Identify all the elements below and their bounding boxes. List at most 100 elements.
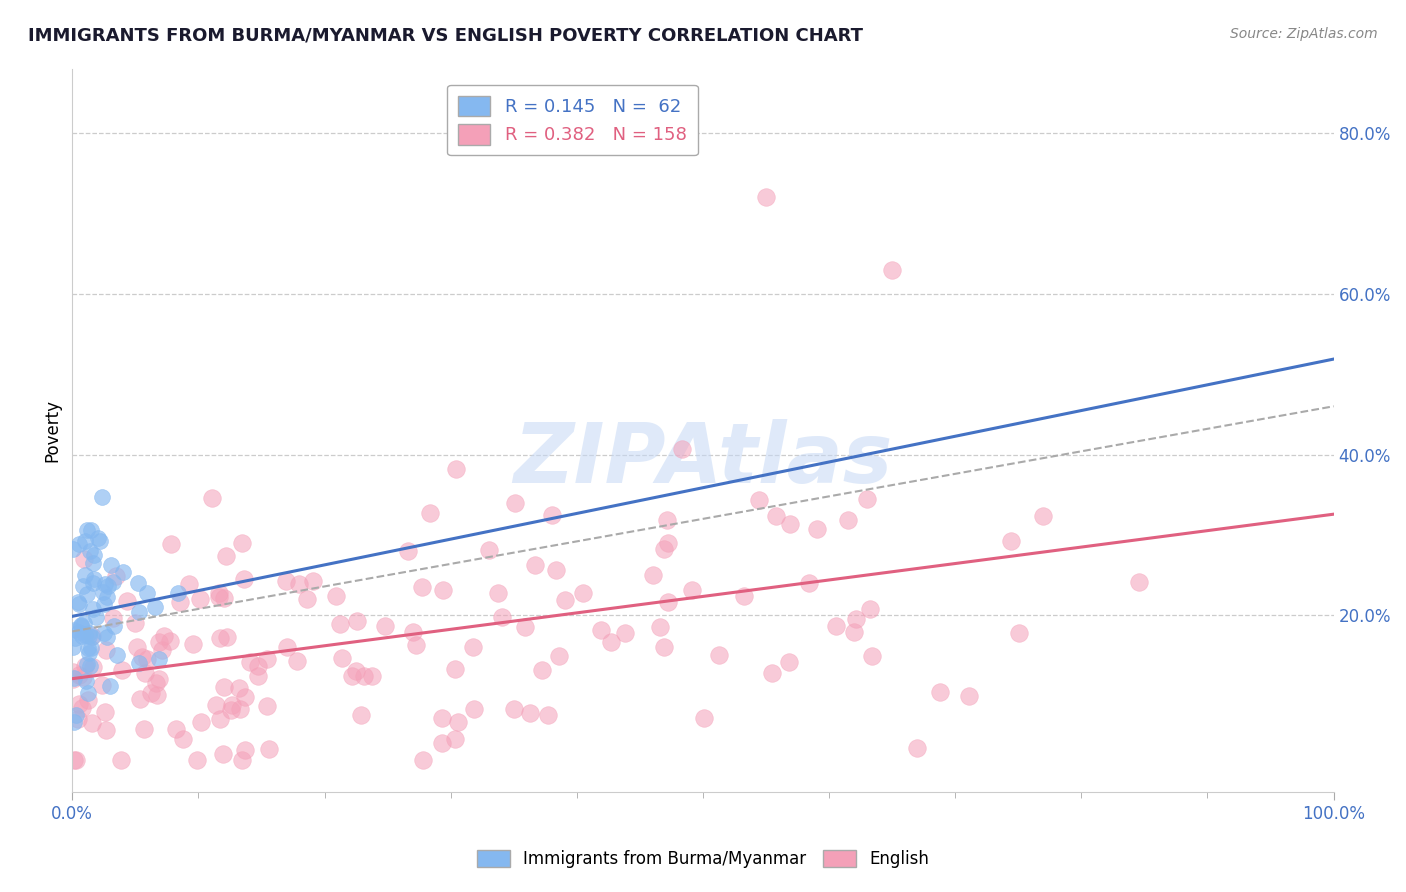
Point <box>76 587 98 601</box>
Point <box>905 740 928 755</box>
Point <box>540 508 562 522</box>
Text: ZIPAtlas: ZIPAtlas <box>513 419 893 500</box>
Point <box>67 667 90 681</box>
Point <box>73 615 96 630</box>
Point <box>444 732 467 747</box>
Point <box>150 643 173 657</box>
Point <box>131 649 153 664</box>
Point <box>530 664 553 678</box>
Point <box>91 490 114 504</box>
Point <box>165 722 187 736</box>
Point <box>111 566 134 580</box>
Point <box>228 681 250 695</box>
Text: IMMIGRANTS FROM BURMA/MYANMAR VS ENGLISH POVERTY CORRELATION CHART: IMMIGRANTS FROM BURMA/MYANMAR VS ENGLISH… <box>28 27 863 45</box>
Point <box>572 586 595 600</box>
Point <box>70 619 93 633</box>
Point <box>361 668 384 682</box>
Point <box>443 662 465 676</box>
Point <box>63 631 86 645</box>
Point <box>179 577 201 591</box>
Point <box>86 531 108 545</box>
Point <box>765 509 787 524</box>
Point <box>67 712 90 726</box>
Point <box>96 630 118 644</box>
Point <box>93 626 115 640</box>
Point <box>80 523 103 537</box>
Point <box>344 664 367 678</box>
Point <box>692 711 714 725</box>
Point <box>231 536 253 550</box>
Text: Source: ZipAtlas.com: Source: ZipAtlas.com <box>1230 27 1378 41</box>
Point <box>70 630 93 644</box>
Point <box>411 580 433 594</box>
Point <box>614 625 637 640</box>
Point <box>233 572 256 586</box>
Point <box>160 537 183 551</box>
Point <box>215 549 238 564</box>
Point <box>148 635 170 649</box>
Point <box>70 701 93 715</box>
Point <box>62 672 84 686</box>
Point <box>82 716 104 731</box>
Point <box>62 542 84 557</box>
Point <box>463 640 485 654</box>
Point <box>80 641 103 656</box>
Point <box>69 598 91 612</box>
Point <box>523 558 546 572</box>
Point <box>447 714 470 729</box>
Point <box>430 711 453 725</box>
Point <box>80 630 103 644</box>
Point <box>70 618 93 632</box>
Point <box>169 595 191 609</box>
Point <box>748 493 770 508</box>
Point <box>217 631 239 645</box>
Point <box>75 674 97 689</box>
Point <box>396 544 419 558</box>
Point <box>181 637 204 651</box>
Point <box>115 593 138 607</box>
Point <box>212 591 235 606</box>
Point <box>146 688 169 702</box>
Point <box>208 591 231 605</box>
Point <box>76 693 98 707</box>
Point <box>641 568 664 582</box>
Point <box>825 619 848 633</box>
Point <box>105 568 128 582</box>
Point <box>502 702 524 716</box>
Point <box>859 602 882 616</box>
Point <box>212 680 235 694</box>
Point <box>77 626 100 640</box>
Point <box>353 669 375 683</box>
Point <box>103 619 125 633</box>
Point <box>554 592 576 607</box>
Point <box>101 575 124 590</box>
Point <box>709 648 731 662</box>
Point <box>755 190 778 204</box>
Point <box>778 655 800 669</box>
Point <box>75 567 97 582</box>
Point <box>72 552 94 566</box>
Point <box>295 591 318 606</box>
Point <box>62 640 84 655</box>
Point <box>100 558 122 572</box>
Point <box>256 651 278 665</box>
Point <box>209 631 232 645</box>
Point <box>513 620 536 634</box>
Point <box>134 666 156 681</box>
Point <box>486 586 509 600</box>
Point <box>231 753 253 767</box>
Point <box>1000 533 1022 548</box>
Point <box>75 628 97 642</box>
Point <box>72 670 94 684</box>
Point <box>600 634 623 648</box>
Point <box>882 262 904 277</box>
Point <box>432 736 454 750</box>
Point <box>806 522 828 536</box>
Point <box>285 654 308 668</box>
Point <box>173 732 195 747</box>
Point <box>212 747 235 761</box>
Point <box>186 753 208 767</box>
Point <box>67 625 90 640</box>
Point <box>188 591 211 606</box>
Point <box>657 595 679 609</box>
